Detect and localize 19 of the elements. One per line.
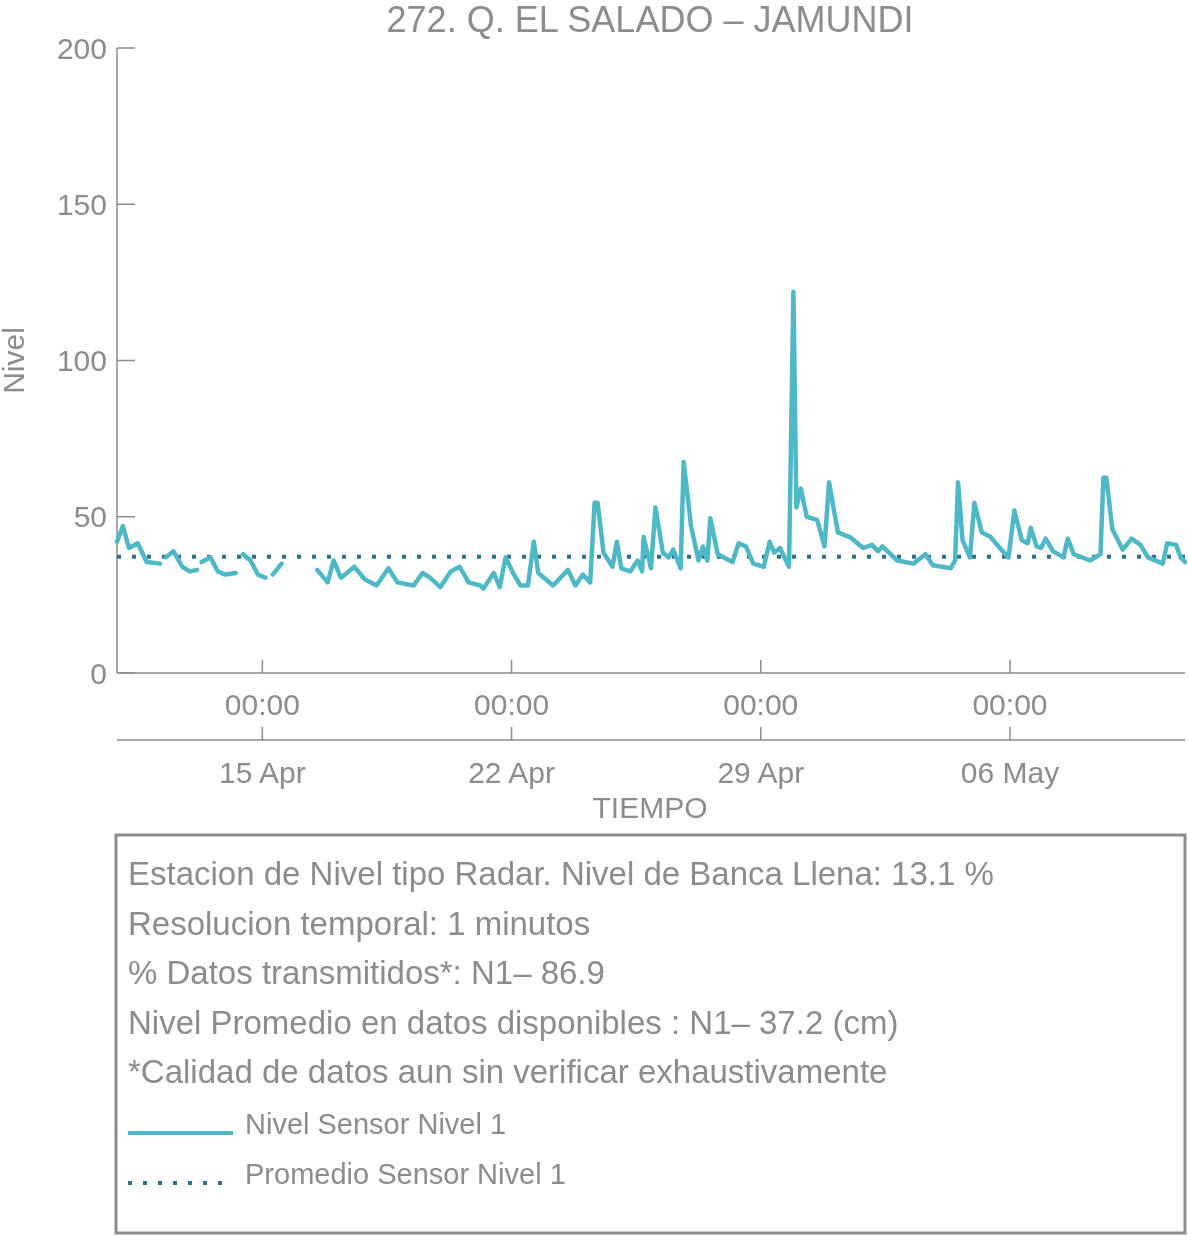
x-tick-label: 00:00 06 May	[960, 688, 1060, 789]
x-tick-label: 00:00 22 Apr	[468, 688, 555, 789]
y-tick-label: 100	[56, 344, 107, 377]
y-tick-label: 0	[90, 656, 107, 690]
text: Estacion de Nivel tipo Radar. Nivel de Banca Llena: 13.1 %	[128, 855, 994, 892]
y-tick-label: 200	[56, 31, 107, 65]
text: Nivel Promedio en datos disponibles : N1– 37.2 (cm)	[128, 1003, 899, 1041]
y-tick-label: 150	[56, 187, 107, 221]
x-tick-label: 00:00 15 Apr	[219, 688, 306, 789]
text: % Datos transmitidos*: N1– 86.9	[128, 954, 605, 991]
chart-title: 272. Q. EL SALADO – JAMUNDI	[386, 0, 914, 40]
text: Resolucion temporal: 1 minutos	[128, 904, 591, 942]
y-tick-label: 50	[73, 500, 107, 534]
text: *Calidad de datos aun sin verificar exhaustivamente	[128, 1053, 888, 1090]
x-axis-title: TIEMPO	[592, 791, 708, 824]
legend-label: Promedio Sensor Nivel 1	[245, 1158, 566, 1190]
legend-label: Nivel Sensor Nivel 1	[245, 1108, 507, 1140]
y-axis-title: Nivel	[0, 327, 30, 394]
x-tick-label: 00:00 29 Apr	[717, 688, 805, 789]
